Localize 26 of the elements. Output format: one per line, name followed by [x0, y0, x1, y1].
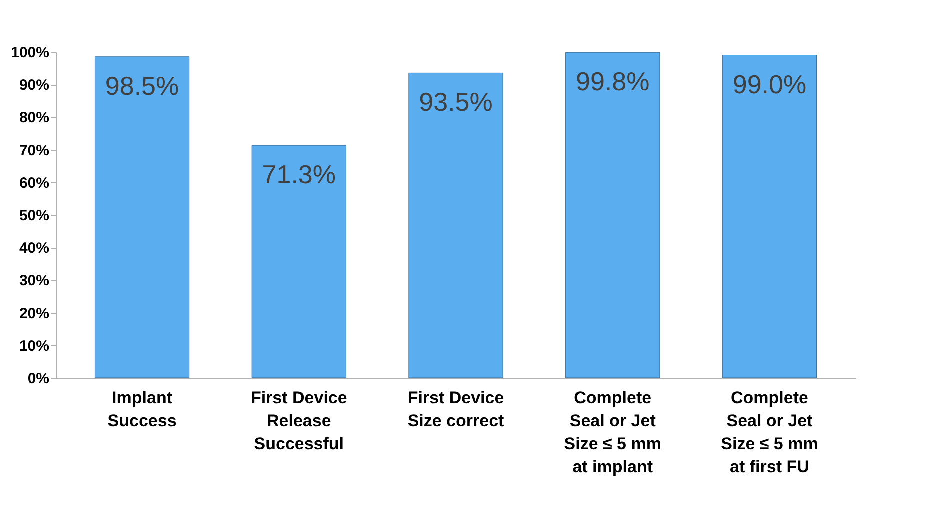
y-tick-label: 70% — [19, 142, 50, 160]
data-label: 99.0% — [732, 69, 807, 100]
y-tick-label: 50% — [19, 208, 50, 224]
y-tick-label: 60% — [19, 174, 50, 192]
y-tick-label: 10% — [19, 338, 50, 355]
x-tick-label: First Device Size correct — [408, 388, 505, 430]
data-label: 99.8% — [576, 66, 650, 97]
data-label: 98.5% — [105, 70, 180, 101]
x-tick-label: Complete Seal or Jet Size ≤ 5 mm at first FU — [721, 388, 818, 476]
y-tick-label: 100% — [11, 44, 50, 62]
y-tick-label: 30% — [19, 272, 50, 290]
bar — [252, 145, 346, 378]
y-tick-label: 90% — [19, 77, 50, 94]
bar — [722, 55, 818, 378]
x-tick-label: Implant Success — [108, 388, 177, 430]
y-tick-label: 0% — [28, 370, 50, 388]
y-tick-label: 80% — [19, 110, 50, 127]
data-label: 93.5% — [419, 87, 493, 118]
bar — [408, 72, 504, 378]
x-tick-label: First Device Release Successful — [250, 388, 348, 454]
bar — [566, 52, 660, 378]
y-tick-label: 20% — [19, 305, 50, 322]
y-tick-label: 40% — [19, 240, 50, 258]
bar — [94, 56, 190, 378]
x-tick-label: Complete Seal or Jet Size ≤ 5 mm at implant — [564, 388, 662, 476]
data-label: 71.3% — [262, 160, 336, 190]
